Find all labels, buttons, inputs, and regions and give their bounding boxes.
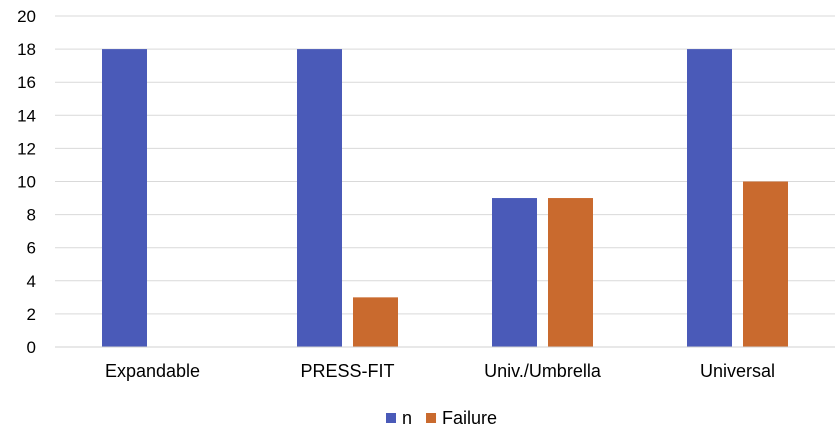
y-tick-label: 4: [27, 272, 36, 291]
y-tick-label: 20: [17, 7, 36, 26]
y-tick-label: 12: [17, 139, 36, 158]
y-tick-label: 2: [27, 305, 36, 324]
bar-n-1: [297, 49, 342, 347]
x-category-label: PRESS-FIT: [300, 361, 394, 381]
bar-failure-3: [743, 181, 788, 347]
bar-failure-1: [353, 297, 398, 347]
legend-label-failure: Failure: [442, 408, 497, 428]
y-tick-label: 14: [17, 106, 36, 125]
bar-n-0: [102, 49, 147, 347]
y-tick-label: 16: [17, 73, 36, 92]
y-tick-label: 18: [17, 40, 36, 59]
y-tick-label: 10: [17, 173, 36, 192]
y-tick-label: 8: [27, 206, 36, 225]
y-tick-label: 6: [27, 239, 36, 258]
legend-swatch-failure: [426, 413, 437, 423]
x-category-label: Univ./Umbrella: [484, 361, 602, 381]
gridlines: [55, 15, 835, 315]
legend-label-n: n: [402, 408, 412, 428]
x-category-label: Universal: [700, 361, 775, 381]
bar-failure-2: [548, 198, 593, 347]
x-category-label: Expandable: [105, 361, 200, 381]
bars: [102, 49, 788, 347]
y-axis-ticks: 0 2 4 6 8 10 12 14 16 18 20: [17, 7, 36, 357]
x-axis-categories: Expandable PRESS-FIT Univ./Umbrella Univers…: [105, 361, 775, 381]
y-tick-label: 0: [27, 338, 36, 357]
bar-n-2: [492, 198, 537, 347]
bar-n-3: [687, 49, 732, 347]
legend-swatch-n: [386, 413, 396, 423]
legend: n Failure: [386, 408, 497, 428]
